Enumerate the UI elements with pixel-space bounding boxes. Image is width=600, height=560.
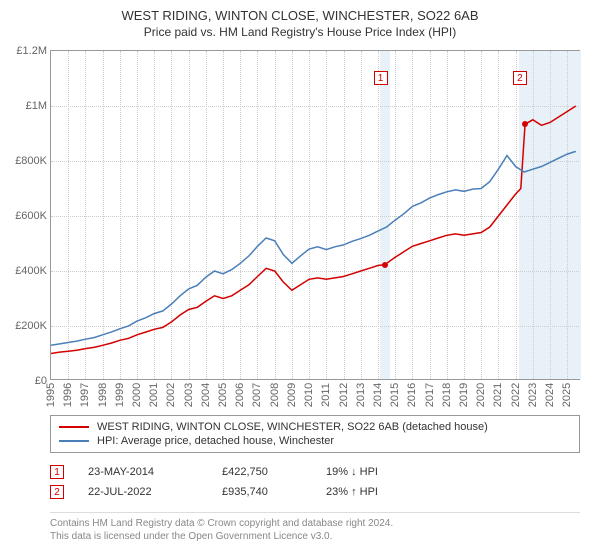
x-axis-tick: 2010 (303, 383, 315, 407)
x-axis-tick: 1995 (45, 383, 57, 407)
sale-price: £422,750 (222, 466, 302, 478)
chart-area: £0£200K£400K£600K£800K£1M£1.2M1995199619… (50, 50, 580, 380)
series-hpi (51, 151, 576, 345)
sale-marker-icon: 2 (50, 485, 64, 499)
x-axis-tick: 2022 (510, 383, 522, 407)
x-axis-tick: 1997 (79, 383, 91, 407)
x-axis-tick: 2014 (372, 383, 384, 407)
sale-delta: 19% ↓ HPI (326, 466, 406, 478)
x-axis-tick: 2005 (217, 383, 229, 407)
x-axis-tick: 1999 (114, 383, 126, 407)
legend: WEST RIDING, WINTON CLOSE, WINCHESTER, S… (50, 415, 580, 453)
line-layer (51, 51, 581, 381)
chart-subtitle: Price paid vs. HM Land Registry's House … (0, 25, 600, 39)
sales-table: 1 23-MAY-2014 £422,750 19% ↓ HPI 2 22-JUL-202… (50, 462, 580, 502)
y-axis-tick: £1M (3, 100, 47, 112)
footnote-line: This data is licensed under the Open Gov… (50, 530, 580, 543)
x-axis-tick: 2023 (527, 383, 539, 407)
x-axis-tick: 2015 (389, 383, 401, 407)
sale-row: 1 23-MAY-2014 £422,750 19% ↓ HPI (50, 462, 580, 482)
x-axis-tick: 2024 (544, 383, 556, 407)
legend-label: WEST RIDING, WINTON CLOSE, WINCHESTER, S… (97, 421, 488, 433)
y-axis-tick: £200K (3, 320, 47, 332)
x-axis-tick: 2013 (355, 383, 367, 407)
legend-swatch (59, 440, 89, 442)
x-axis-tick: 2020 (475, 383, 487, 407)
footnote: Contains HM Land Registry data © Crown c… (50, 512, 580, 543)
x-axis-tick: 1998 (97, 383, 109, 407)
footnote-line: Contains HM Land Registry data © Crown c… (50, 517, 580, 530)
x-axis-tick: 2004 (200, 383, 212, 407)
sale-point (382, 262, 388, 268)
x-axis-tick: 2006 (234, 383, 246, 407)
x-axis-tick: 2002 (165, 383, 177, 407)
sale-point (522, 121, 528, 127)
legend-swatch (59, 426, 89, 428)
x-axis-tick: 2001 (148, 383, 160, 407)
plot-area: £0£200K£400K£600K£800K£1M£1.2M1995199619… (50, 50, 580, 380)
sale-date: 22-JUL-2022 (88, 486, 198, 498)
x-axis-tick: 2011 (320, 383, 332, 407)
sale-row: 2 22-JUL-2022 £935,740 23% ↑ HPI (50, 482, 580, 502)
sale-delta: 23% ↑ HPI (326, 486, 406, 498)
sale-marker: 1 (374, 71, 388, 85)
x-axis-tick: 2007 (251, 383, 263, 407)
x-axis-tick: 2012 (338, 383, 350, 407)
title-block: WEST RIDING, WINTON CLOSE, WINCHESTER, S… (0, 0, 600, 39)
x-axis-tick: 2021 (492, 383, 504, 407)
y-axis-tick: £1.2M (3, 45, 47, 57)
x-axis-tick: 2025 (561, 383, 573, 407)
x-axis-tick: 2008 (269, 383, 281, 407)
x-axis-tick: 2017 (424, 383, 436, 407)
sale-marker-icon: 1 (50, 465, 64, 479)
sale-price: £935,740 (222, 486, 302, 498)
x-axis-tick: 2009 (286, 383, 298, 407)
y-axis-tick: £400K (3, 265, 47, 277)
sale-marker: 2 (513, 71, 527, 85)
legend-item: WEST RIDING, WINTON CLOSE, WINCHESTER, S… (59, 420, 571, 434)
y-axis-tick: £600K (3, 210, 47, 222)
x-axis-tick: 2000 (131, 383, 143, 407)
x-axis-tick: 2018 (441, 383, 453, 407)
chart-title: WEST RIDING, WINTON CLOSE, WINCHESTER, S… (0, 8, 600, 23)
y-axis-tick: £800K (3, 155, 47, 167)
legend-item: HPI: Average price, detached house, Winc… (59, 434, 571, 448)
sale-date: 23-MAY-2014 (88, 466, 198, 478)
chart-container: WEST RIDING, WINTON CLOSE, WINCHESTER, S… (0, 0, 600, 560)
legend-label: HPI: Average price, detached house, Winc… (97, 435, 334, 447)
x-axis-tick: 2016 (406, 383, 418, 407)
series-property (51, 106, 576, 354)
y-axis-tick: £0 (3, 375, 47, 387)
x-axis-tick: 1996 (62, 383, 74, 407)
x-axis-tick: 2019 (458, 383, 470, 407)
x-axis-tick: 2003 (183, 383, 195, 407)
